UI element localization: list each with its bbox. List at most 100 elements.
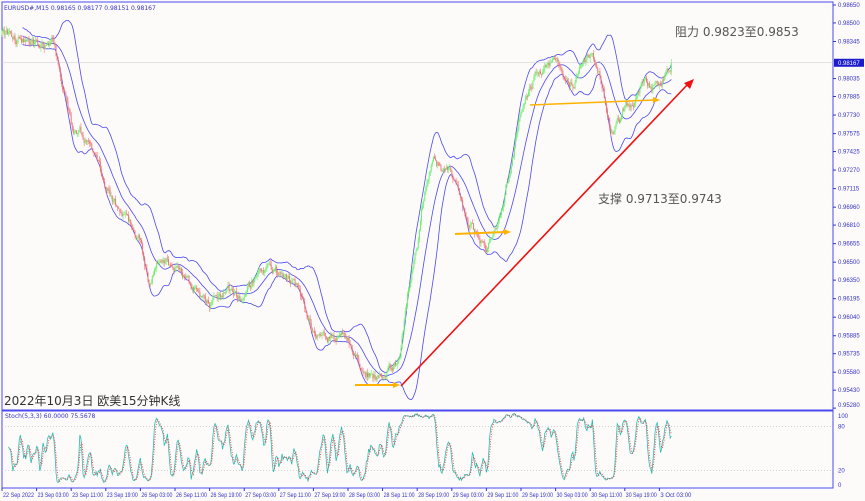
candle-body — [632, 106, 634, 107]
candle-body — [291, 281, 293, 284]
candle-body — [242, 299, 244, 301]
candle-body — [370, 373, 372, 376]
y-tick-label: 0.98650 — [838, 3, 860, 9]
candle-body — [262, 270, 264, 272]
candle-body — [319, 334, 321, 336]
candle-body — [39, 46, 41, 48]
candle-body — [575, 76, 577, 83]
candle-body — [534, 72, 536, 78]
candle-body — [231, 288, 233, 292]
candle-body — [550, 61, 552, 63]
candle-body — [44, 45, 46, 49]
candle-body — [622, 109, 624, 115]
x-tick-label: 30 Sep 03:00 — [557, 493, 589, 499]
candle-body — [379, 375, 381, 376]
y-tick-label: 0.96195 — [838, 297, 860, 303]
support-annotation: 支撑 0.9713至0.9743 — [598, 191, 722, 206]
candle-body — [384, 376, 386, 378]
candle-body — [76, 130, 78, 135]
candle-body — [302, 297, 304, 298]
candle-body — [450, 167, 452, 171]
candle-body — [509, 172, 511, 177]
candle-body — [178, 267, 180, 270]
candle-body — [505, 186, 507, 195]
x-tick-label: 28 Sep 11:00 — [384, 493, 416, 499]
candle-body — [259, 268, 261, 270]
x-tick-label: 27 Sep 03:00 — [245, 493, 277, 499]
candle-body — [464, 208, 466, 213]
candle-body — [556, 58, 558, 60]
candle-body — [72, 128, 74, 134]
candle-body — [142, 243, 144, 253]
candle-body — [303, 297, 305, 302]
candle-body — [284, 274, 286, 275]
candle-body — [255, 277, 257, 279]
candle-body — [89, 141, 91, 144]
candle-body — [452, 175, 454, 180]
candle-body — [270, 264, 272, 270]
candle-body — [539, 71, 541, 74]
candle-body — [233, 292, 235, 296]
candle-body — [317, 334, 319, 338]
uptrend-line[interactable] — [400, 83, 689, 387]
candle-body — [431, 161, 433, 165]
candle-body — [261, 269, 262, 272]
candle-body — [80, 127, 82, 133]
candle-body — [268, 263, 270, 265]
y-tick-label: 0.95280 — [838, 403, 860, 409]
candle-body — [215, 295, 217, 296]
candle-body — [175, 267, 177, 269]
candle-body — [232, 291, 234, 296]
candle-body — [524, 98, 526, 104]
candle-body — [51, 38, 53, 42]
support-level-line-2[interactable] — [454, 231, 506, 235]
candle-body — [636, 95, 638, 100]
candle-body — [662, 79, 664, 86]
candle-body — [360, 368, 362, 371]
candle-body — [358, 358, 360, 364]
candle-body — [503, 203, 505, 208]
candle-body — [151, 275, 153, 283]
candle-body — [33, 42, 35, 45]
candle-body — [315, 333, 317, 337]
candle-body — [253, 279, 255, 284]
candle-body — [458, 188, 460, 196]
candle-body — [400, 348, 402, 358]
candle-body — [122, 213, 124, 216]
candle-body — [517, 128, 519, 134]
candle-body — [343, 332, 345, 334]
candle-body — [269, 263, 271, 265]
candle-body — [436, 160, 438, 166]
candle-body — [546, 64, 548, 67]
y-tick-label: 0.96350 — [838, 278, 860, 284]
candle-body — [160, 261, 162, 262]
bollinger-lower-band — [22, 43, 672, 401]
candle-body — [357, 354, 359, 359]
candle-body — [248, 282, 250, 287]
candle-body — [179, 268, 181, 270]
candle-body — [196, 287, 198, 290]
candle-body — [621, 114, 623, 120]
candle-body — [208, 300, 210, 304]
candle-body — [454, 180, 456, 181]
candle-body — [193, 287, 195, 290]
candle-body — [217, 296, 219, 299]
candle-body — [471, 223, 473, 224]
candle-body — [356, 354, 358, 357]
candle-body — [113, 198, 115, 201]
candle-body — [124, 213, 126, 215]
candle-body — [256, 274, 258, 278]
candle-body — [634, 102, 636, 107]
candle-body — [559, 64, 561, 67]
candle-body — [119, 208, 121, 213]
candle-body — [515, 138, 517, 148]
candle-body — [494, 228, 496, 231]
x-tick-label: 23 Sep 03:00 — [38, 493, 70, 499]
candle-body — [50, 41, 52, 45]
candle-body — [377, 376, 379, 377]
candle-body — [467, 218, 469, 226]
candle-body — [349, 344, 351, 345]
candle-body — [641, 81, 643, 86]
support-level-line-3[interactable] — [529, 99, 655, 106]
